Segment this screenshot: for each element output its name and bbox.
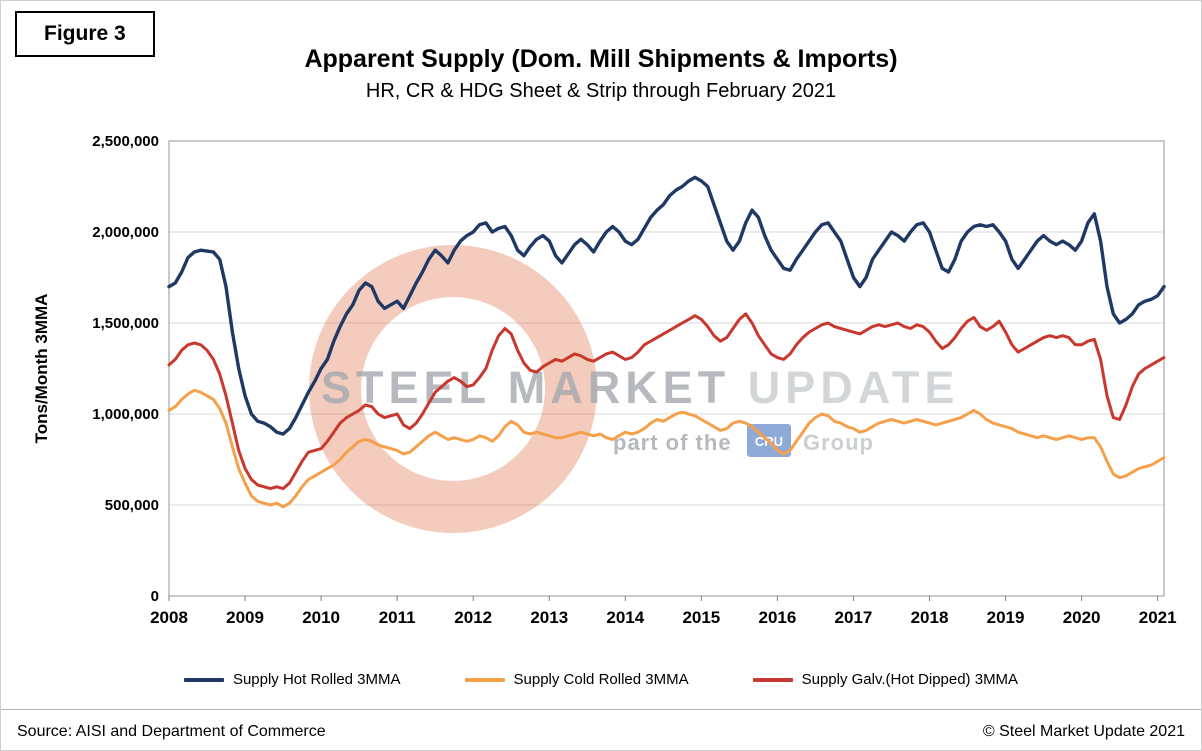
chart-title: Apparent Supply (Dom. Mill Shipments & I… (304, 45, 898, 73)
legend-label-galvanized: Supply Galv.(Hot Dipped) 3MMA (801, 671, 1019, 688)
hot-rolled-line-swatch (183, 677, 224, 682)
galvanized-line-swatch (752, 677, 793, 682)
y-tick-label: 2,500,000 (92, 133, 159, 150)
x-tick-label: 2015 (682, 608, 720, 627)
plot-border (168, 140, 1165, 597)
x-tick-label: 2012 (454, 608, 492, 627)
watermark-ring (309, 245, 597, 533)
x-tick-label: 2014 (606, 608, 644, 627)
series-line-1 (167, 388, 1166, 509)
legend-item-cold-rolled: Supply Cold Rolled 3MMA (464, 671, 689, 688)
y-tick-label: 1,000,000 (92, 406, 159, 423)
y-tick-label: 2,000,000 (92, 224, 159, 241)
y-tick-label: 1,500,000 (92, 315, 159, 332)
legend: Supply Hot Rolled 3MMA Supply Cold Rolle… (1, 671, 1201, 688)
y-tick-label: 0 (151, 588, 159, 605)
footer-divider (1, 709, 1201, 710)
x-tick-label: 2018 (911, 608, 949, 627)
x-tick-label: 2016 (758, 608, 796, 627)
watermark-group-text: Group (803, 430, 874, 455)
x-tick-label: 2013 (530, 608, 568, 627)
legend-label-cold-rolled: Supply Cold Rolled 3MMA (513, 671, 689, 688)
chart-subtitle: HR, CR & HDG Sheet & Strip through Febru… (365, 80, 837, 102)
x-tick-label: 2011 (379, 608, 416, 627)
y-axis-title: Tons/Month 3MMA (32, 294, 51, 444)
legend-item-hot-rolled: Supply Hot Rolled 3MMA (183, 671, 401, 688)
series-line-2 (167, 312, 1166, 491)
x-tick-label: 2009 (226, 608, 264, 627)
y-tick-label: 500,000 (105, 497, 159, 514)
cold-rolled-line-swatch (464, 677, 505, 682)
x-tick-label: 2021 (1139, 608, 1177, 627)
x-tick-label: 2020 (1063, 608, 1101, 627)
watermark-text: STEEL MARKET UPDATE (321, 362, 959, 413)
copyright-note: © Steel Market Update 2021 (982, 723, 1185, 740)
source-note: Source: AISI and Department of Commerce (17, 723, 326, 740)
series-line-0 (167, 175, 1166, 436)
x-tick-label: 2017 (835, 608, 873, 627)
legend-label-hot-rolled: Supply Hot Rolled 3MMA (232, 671, 401, 688)
figure-label: Figure 3 (15, 11, 155, 57)
legend-item-galvanized: Supply Galv.(Hot Dipped) 3MMA (752, 671, 1019, 688)
x-tick-label: 2019 (987, 608, 1025, 627)
x-tick-label: 2008 (150, 608, 188, 627)
x-tick-label: 2010 (302, 608, 340, 627)
